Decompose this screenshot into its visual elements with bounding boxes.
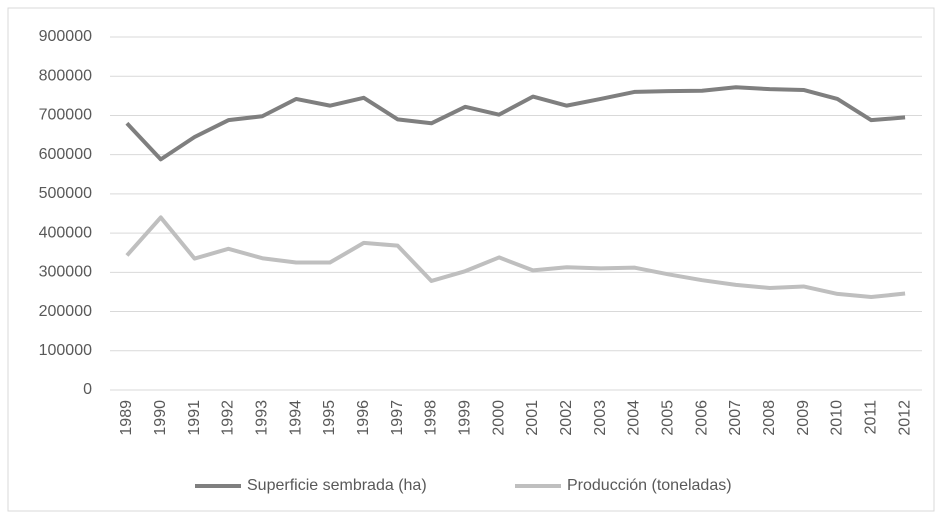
x-tick-label: 1994 bbox=[287, 400, 304, 436]
chart-border bbox=[7, 7, 935, 512]
series-line bbox=[125, 215, 906, 300]
x-tick-label: 2005 bbox=[659, 400, 676, 436]
legend-label: Superficie sembrada (ha) bbox=[247, 477, 427, 494]
x-tick-label: 2009 bbox=[795, 400, 812, 436]
x-tick-label: 1989 bbox=[118, 400, 135, 436]
x-tick-label: 2003 bbox=[592, 400, 609, 436]
x-tick-label: 2007 bbox=[727, 400, 744, 436]
y-tick-label: 900000 bbox=[39, 28, 92, 45]
x-tick-label: 2006 bbox=[693, 400, 710, 436]
x-tick-label: 1998 bbox=[423, 400, 440, 436]
x-tick-label: 2002 bbox=[558, 400, 575, 436]
series-line bbox=[125, 85, 906, 162]
x-tick-label: 2001 bbox=[524, 400, 541, 436]
x-tick-label: 1995 bbox=[321, 400, 338, 436]
x-tick-label: 2004 bbox=[626, 400, 643, 436]
y-tick-label: 500000 bbox=[39, 185, 92, 202]
x-tick-label: 2010 bbox=[829, 400, 846, 436]
y-tick-label: 200000 bbox=[39, 303, 92, 320]
y-tick-label: 0 bbox=[83, 381, 92, 398]
x-tick-label: 2012 bbox=[896, 400, 913, 436]
x-tick-label: 2000 bbox=[490, 400, 507, 436]
x-tick-label: 1991 bbox=[186, 400, 203, 436]
x-tick-label: 1992 bbox=[220, 400, 237, 436]
y-tick-label: 300000 bbox=[39, 264, 92, 281]
x-tick-label: 1996 bbox=[355, 400, 372, 436]
y-tick-label: 600000 bbox=[39, 146, 92, 163]
x-tick-label: 2008 bbox=[761, 400, 778, 436]
x-tick-label: 1990 bbox=[152, 400, 169, 436]
legend-label: Producción (toneladas) bbox=[567, 477, 732, 494]
y-tick-label: 400000 bbox=[39, 224, 92, 241]
x-tick-label: 1993 bbox=[253, 400, 270, 436]
y-tick-label: 700000 bbox=[39, 107, 92, 124]
x-tick-label: 2011 bbox=[862, 400, 879, 435]
y-tick-label: 100000 bbox=[39, 342, 92, 359]
x-tick-label: 1999 bbox=[456, 400, 473, 436]
x-tick-label: 1997 bbox=[389, 400, 406, 436]
y-tick-label: 800000 bbox=[39, 67, 92, 84]
